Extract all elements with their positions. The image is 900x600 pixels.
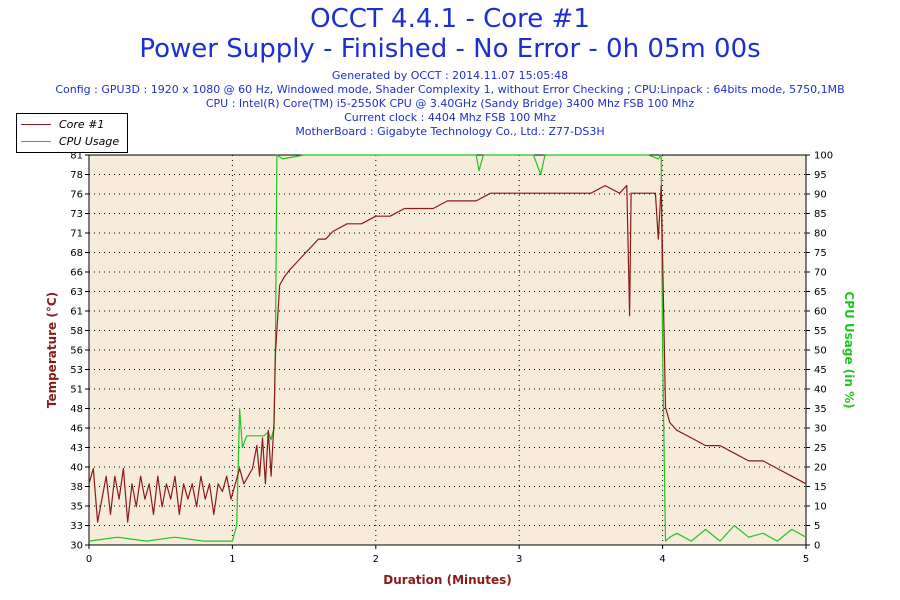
y-right-tick-label: 80: [814, 229, 827, 240]
legend-swatch-core1: [21, 123, 51, 125]
y-left-tick-label: 35: [70, 502, 83, 513]
y-left-tick-label: 73: [70, 209, 83, 220]
y-right-tick-label: 15: [814, 482, 827, 493]
clock-line: Current clock : 4404 Mhz FSB 100 Mhz: [344, 111, 556, 124]
y-right-tick-label: 40: [814, 385, 827, 396]
y-left-tick-label: 33: [70, 521, 83, 532]
y-right-tick-label: 85: [814, 209, 827, 220]
y-left-tick-label: 63: [70, 287, 83, 298]
y-right-tick-label: 45: [814, 365, 827, 376]
y-left-tick-label: 56: [70, 346, 83, 357]
motherboard-line: MotherBoard : Gigabyte Technology Co., L…: [295, 125, 605, 138]
config-line: Config : GPU3D : 1920 x 1080 @ 60 Hz, Wi…: [55, 83, 845, 96]
y-right-tick-label: 65: [814, 287, 827, 298]
y-left-tick-label: 38: [70, 482, 83, 493]
y-right-tick-label: 5: [814, 521, 820, 532]
y-right-tick-label: 95: [814, 170, 827, 181]
series-line-core1: [88, 185, 807, 523]
y-right-tick-label: 10: [814, 502, 827, 513]
legend-item-cpu-usage: CPU Usage: [21, 133, 119, 149]
series-line-cpu-usage: [88, 154, 807, 542]
x-tick-label: 4: [659, 554, 665, 565]
y-left-tick-label: 66: [70, 268, 83, 279]
y-right-tick-label: 25: [814, 443, 827, 454]
x-tick-label: 5: [803, 554, 809, 565]
y-right-tick-label: 100: [814, 151, 833, 162]
y-left-tick-label: 71: [70, 229, 83, 240]
y-left-tick-label: 81: [70, 151, 83, 162]
y-right-tick-label: 20: [814, 463, 827, 474]
chart-title: OCCT 4.4.1 - Core #1: [310, 4, 590, 34]
y-right-tick-label: 50: [814, 346, 827, 357]
y-left-tick-label: 48: [70, 404, 83, 415]
chart-subtitle: Power Supply - Finished - No Error - 0h …: [139, 34, 761, 64]
x-tick-label: 3: [516, 554, 522, 565]
y-right-tick-label: 90: [814, 190, 827, 201]
y-left-axis-title: Temperature (°C): [45, 292, 59, 408]
y-left-tick-label: 76: [70, 190, 83, 201]
legend-item-core1: Core #1: [21, 116, 104, 132]
y-left-tick-label: 40: [70, 463, 83, 474]
x-tick-label: 0: [86, 554, 92, 565]
cpu-line: CPU : Intel(R) Core(TM) i5-2550K CPU @ 3…: [205, 97, 695, 110]
legend-label-cpu-usage: CPU Usage: [59, 134, 120, 148]
y-right-axis-title: CPU Usage (in %): [842, 291, 856, 408]
y-left-tick-label: 46: [70, 424, 83, 435]
y-left-tick-label: 53: [70, 365, 83, 376]
plot-area: [89, 155, 806, 545]
y-right-tick-label: 35: [814, 404, 827, 415]
x-tick-label: 2: [373, 554, 379, 565]
y-left-tick-label: 43: [70, 443, 83, 454]
legend-swatch-cpu-usage: [21, 140, 51, 142]
y-right-tick-label: 55: [814, 326, 827, 337]
legend: Core #1 CPU Usage: [16, 113, 128, 153]
legend-label-core1: Core #1: [59, 117, 105, 131]
y-left-tick-label: 61: [70, 307, 83, 318]
y-left-tick-label: 58: [70, 326, 83, 337]
y-left-tick-label: 68: [70, 248, 83, 259]
y-right-tick-label: 70: [814, 268, 827, 279]
y-right-tick-label: 75: [814, 248, 827, 259]
y-left-tick-label: 51: [70, 385, 83, 396]
y-right-tick-label: 60: [814, 307, 827, 318]
x-axis-title: Duration (Minutes): [383, 573, 511, 587]
y-right-tick-label: 30: [814, 424, 827, 435]
generated-line: Generated by OCCT : 2014.11.07 15:05:48: [331, 69, 569, 82]
x-tick-label: 1: [229, 554, 235, 565]
y-left-tick-label: 30: [70, 541, 83, 552]
y-right-tick-label: 0: [814, 541, 820, 552]
y-left-tick-label: 78: [70, 170, 83, 181]
